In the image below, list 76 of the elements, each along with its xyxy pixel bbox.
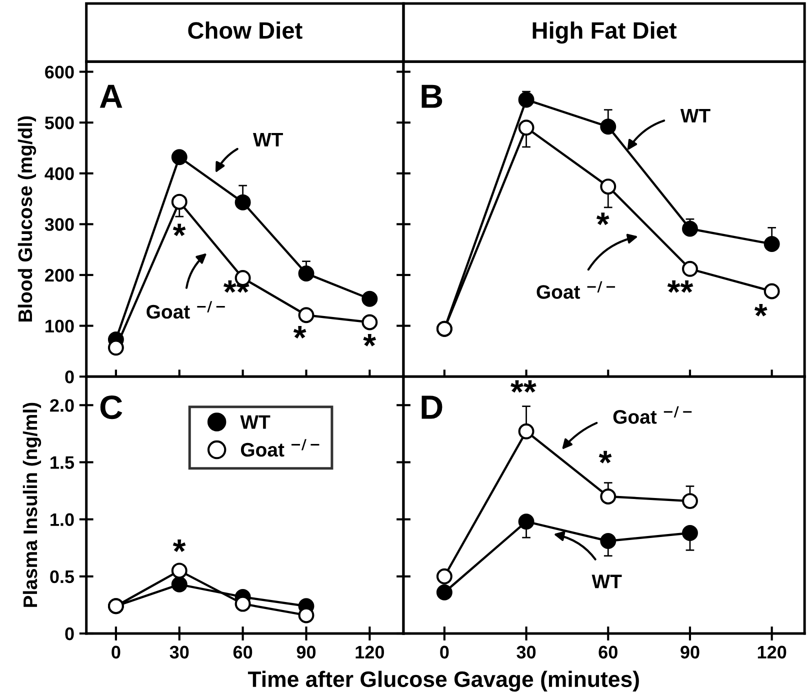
y-tick-label: 300 (44, 218, 74, 231)
point (362, 290, 378, 307)
x-axis-title: Time after Glucose Gavage (minutes) (248, 670, 639, 692)
point (518, 92, 534, 108)
x-tick-label: 30 (170, 646, 189, 659)
point (436, 568, 452, 584)
annotation: WT (680, 109, 710, 122)
x-tick-label: 30 (516, 646, 536, 659)
y-tick-label: 2.0 (50, 399, 74, 412)
annotation: Goat $^{−/−}$ (613, 406, 692, 424)
annotation: WT (592, 574, 622, 588)
point (600, 533, 616, 550)
x-tick-label: 60 (598, 646, 618, 659)
point (600, 178, 616, 195)
y-tick-label: 0.5 (50, 570, 74, 584)
legend-label: WT (240, 415, 270, 429)
point (518, 423, 534, 440)
annotation: B (422, 84, 442, 108)
x-tick-label: 90 (296, 646, 316, 659)
x-tick-label: 60 (233, 646, 252, 659)
point (682, 220, 698, 237)
y-tick-label: 0 (65, 627, 74, 640)
annotation: * (172, 540, 186, 552)
y-tick-label: 100 (46, 320, 74, 333)
x-tick-label: 120 (356, 646, 384, 659)
point (298, 265, 314, 282)
point (682, 260, 698, 277)
x-tick-label: 0 (112, 646, 120, 659)
y-tick-label: 200 (45, 268, 74, 282)
annotation: D (422, 396, 442, 419)
point (600, 488, 616, 504)
point (682, 493, 698, 510)
point (600, 118, 616, 135)
point (108, 340, 124, 356)
annotation: * (596, 212, 610, 226)
annotation: A (100, 84, 122, 108)
annotation: * (293, 326, 306, 338)
x-tick-label: 120 (758, 646, 786, 659)
annotation: * (598, 450, 612, 464)
point (518, 120, 534, 136)
chart-title: High Fat Diet (532, 21, 677, 44)
y-tick-label: 1.0 (50, 513, 74, 526)
point (171, 562, 188, 579)
point (234, 596, 251, 612)
chart-title: Chow Diet (188, 22, 302, 39)
annotation: WT (252, 132, 283, 146)
y-axis-title: Blood Glucose (mg/dl) (18, 116, 36, 322)
point (298, 307, 314, 324)
point (171, 194, 188, 210)
x-tick-label: 90 (680, 646, 700, 659)
point (362, 314, 378, 330)
y-tick-label: 1.5 (50, 456, 74, 469)
annotation: Goat $^{−/−}$ (146, 301, 225, 319)
annotation: C (100, 395, 122, 420)
point (234, 194, 251, 210)
annotation: * (363, 334, 376, 346)
annotation: * (172, 224, 186, 236)
point (518, 514, 534, 530)
point (171, 576, 188, 592)
annotation: ** (510, 380, 536, 393)
point (682, 525, 698, 542)
point (436, 584, 452, 600)
y-tick-label: 500 (44, 116, 74, 130)
legend-label: Goat $^{−/−}$ (240, 439, 320, 457)
point (171, 149, 188, 166)
annotation: * (754, 304, 768, 316)
y-tick-label: 0 (65, 370, 74, 384)
y-tick-label: 400 (44, 167, 74, 180)
point (764, 283, 780, 300)
annotation: Goat $^{−/−}$ (536, 281, 616, 299)
y-tick-label: 600 (45, 66, 74, 78)
y-axis-title: Plasma Insulin (ng/ml) (22, 402, 42, 607)
annotation: ** (667, 280, 694, 293)
point (298, 607, 314, 624)
point (764, 236, 780, 252)
x-tick-label: 0 (440, 646, 449, 659)
